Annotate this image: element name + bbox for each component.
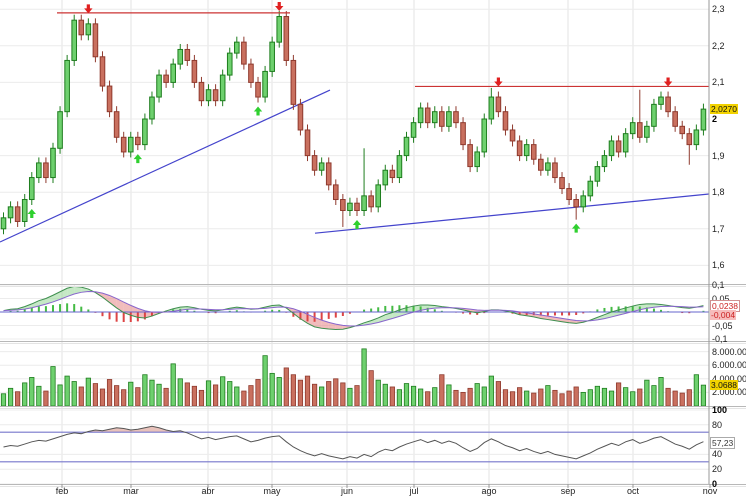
buy-arrow-icon [571,223,581,233]
y-axis-label: 4.000.000 [712,373,746,384]
candles-layer [0,11,707,235]
signal-arrows-layer [27,2,673,233]
y-axis-label: 1,8 [712,187,725,198]
y-axis-label: 0,1 [712,280,725,290]
x-axis-month-label: mar [123,486,139,496]
resistance-lines-layer [57,12,709,88]
y-axis-label: -0,1 [712,334,728,344]
y-axis-label: 6.000.000 [712,360,746,371]
y-axis-label: 1,6 [712,260,725,271]
oscillator-layer [0,425,709,463]
sell-arrow-icon [663,77,673,87]
oscillator-value-tag: 57,23 [710,437,736,449]
y-axis-label: 1,9 [712,150,725,161]
buy-arrow-icon [253,106,263,116]
macd-signal-tag: -0,004 [710,310,737,320]
y-axis-label: 2,3 [712,4,725,15]
y-axis-label: 1,7 [712,223,725,234]
macd-layer [0,285,709,331]
y-axis-label: 2 [712,114,718,124]
grid-layer [0,0,709,485]
current-price-tag: 2,0270 [710,104,738,114]
x-axis-month-label: nov [702,486,718,496]
y-axis-label: -0,05 [712,320,733,331]
y-axis-label: 0 [712,479,718,489]
y-axis-label: 8.000.000 [712,346,746,357]
volume-layer [0,348,707,407]
x-axis-month-label: sep [560,486,576,496]
y-axis-label: 80 [712,419,723,430]
x-axis-month-label: feb [55,486,69,496]
y-axis-label: 20 [712,464,723,475]
sell-arrow-icon [494,77,503,87]
x-axis-month-label: abr [201,486,215,496]
buy-arrow-icon [352,219,362,229]
x-axis-month-label: may [263,486,281,496]
y-axis-label: 0,05 [712,293,730,304]
x-axis-month-label: oct [626,486,640,496]
sell-arrow-icon [275,2,284,11]
y-axis-label: 2,1 [712,77,725,88]
sell-arrow-icon [84,4,93,14]
y-axis-label: 2,2 [712,40,725,51]
buy-arrow-icon [27,209,36,219]
trendlines-layer [0,89,710,243]
volume-value-tag: 3.0688 [710,380,738,390]
y-axis-label: 100 [712,405,728,415]
panel-separators [0,0,746,488]
y-axis-label: 2.000.000 [712,387,746,398]
x-axis-month-label: ago [481,486,497,496]
x-axis-month-label: jul [409,486,419,496]
buy-arrow-icon [133,154,143,164]
y-axis-label: 40 [712,449,723,460]
x-axis-month-label: jun [340,486,354,496]
